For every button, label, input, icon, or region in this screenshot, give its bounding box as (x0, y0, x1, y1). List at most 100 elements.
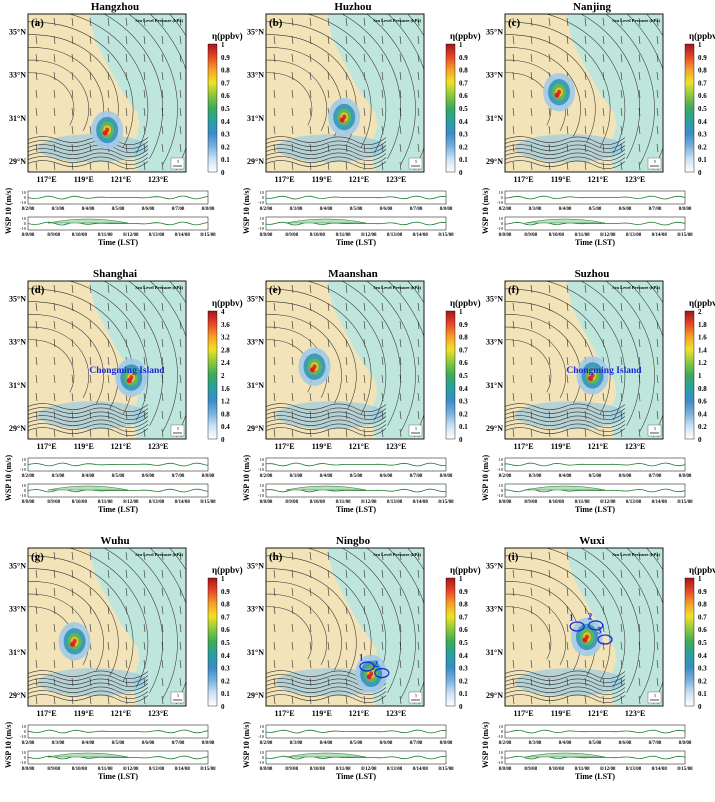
background-concentration (38, 668, 149, 697)
wind-arrow (566, 587, 569, 597)
colorbar-tick-label: 0.9 (698, 588, 707, 596)
wind-arrow (53, 410, 56, 420)
lat-tick-label: 29°N (247, 691, 264, 700)
wind-arrow (53, 659, 56, 669)
wind-arrow (363, 410, 366, 420)
ts-date-label: 8/12/08 (600, 500, 616, 505)
source-marker (70, 641, 76, 647)
wind-arrow (584, 428, 587, 438)
region-number: 3 (597, 625, 602, 635)
wind-arrow (638, 587, 641, 597)
ts-date-label: 8/9/08 (524, 500, 537, 505)
lon-tick-label: 117°E (275, 175, 295, 184)
ts-date-label: 8/10/08 (310, 500, 326, 505)
isobar (279, 314, 342, 404)
wind-arrow (53, 53, 56, 63)
wind-arrow (143, 551, 146, 561)
wind-arrow (161, 284, 164, 294)
colorbar-tick-label: 0.7 (221, 613, 230, 621)
wind-arrow (89, 623, 92, 633)
ts-date-label: 8/15/08 (438, 233, 454, 238)
wind-arrow (584, 161, 587, 171)
wind-arrow (417, 623, 420, 633)
wind-arrow (291, 623, 294, 633)
wind-arrow (291, 677, 294, 687)
wind-arrow (345, 695, 348, 705)
ts-ytick-label: -10 (497, 760, 504, 765)
lat-tick-label: 35°N (247, 27, 264, 36)
wind-speed-series (27, 195, 209, 200)
ts-date-label: 8/5/08 (589, 474, 602, 479)
wind-arrow (417, 392, 420, 402)
wind-arrow (327, 428, 330, 438)
region-outline (597, 634, 613, 645)
wind-arrow (363, 569, 366, 579)
wind-arrow (620, 35, 623, 45)
wind-arrow (417, 125, 420, 135)
terrain-contour (266, 152, 387, 162)
wind-arrow (327, 641, 330, 651)
wind-arrow (363, 35, 366, 45)
isobar (275, 72, 313, 126)
colorbar-tick-label: 0 (459, 703, 463, 711)
lat-tick-label: 29°N (247, 424, 264, 433)
lon-tick-label: 123°E (625, 442, 646, 451)
ts-ytick-label: 10 (260, 724, 265, 729)
wind-arrow (602, 35, 605, 45)
wind-arrow (512, 623, 515, 633)
wind-arrow (363, 89, 366, 99)
wind-speed-fill (524, 752, 606, 758)
terrain-contour (505, 419, 626, 429)
ts-date-label: 8/14/08 (652, 233, 668, 238)
wind-arrow (309, 569, 312, 579)
wind-arrow (512, 374, 515, 384)
wind-speed-series (265, 729, 447, 734)
colorbar-tick-label: 0.2 (221, 677, 230, 685)
colorbar-tick-label: 0.4 (698, 118, 707, 126)
wind-arrow (620, 107, 623, 117)
colorbar-tick-label: 1.4 (698, 346, 707, 354)
colorbar-tick-label: 1 (698, 575, 702, 583)
wind-arrow (363, 125, 366, 135)
wind-arrow (399, 569, 402, 579)
wind-arrow (71, 71, 74, 81)
wind-arrow (512, 125, 515, 135)
wind-arrow (107, 587, 110, 597)
map-frame (504, 13, 664, 173)
colorbar-tick-label: 0.3 (221, 665, 230, 673)
wind-arrow (125, 641, 128, 651)
wind-arrow (602, 71, 605, 81)
wind-arrow (71, 338, 74, 348)
wind-arrow (53, 302, 56, 312)
wind-arrow (512, 35, 515, 45)
lon-tick-label: 121°E (111, 175, 132, 184)
lat-tick-label: 33°N (247, 605, 264, 614)
wind-arrow (291, 659, 294, 669)
wind-arrow (143, 695, 146, 705)
ts-ytick-label: 10 (499, 724, 504, 729)
isobar (545, 281, 626, 421)
map-frame (265, 280, 425, 440)
ts-date-label: 8/4/08 (82, 207, 95, 212)
wind-arrow (381, 89, 384, 99)
ts-date-label: 8/15/08 (677, 233, 693, 238)
wind-arrow (602, 659, 605, 669)
sea-area (327, 548, 424, 706)
wind-arrow (125, 605, 128, 615)
terrain-contour (28, 411, 149, 421)
ts-date-label: 8/3/08 (529, 207, 542, 212)
ts-ytick-label: -10 (20, 467, 27, 472)
wind-arrow (417, 641, 420, 651)
map-area (28, 14, 186, 172)
wind-arrow (71, 35, 74, 45)
wind-arrow (179, 284, 182, 294)
wind-arrow (327, 410, 330, 420)
lon-tick-label: 121°E (588, 175, 609, 184)
colorbar-tick-label: 0.4 (459, 385, 468, 393)
wind-arrow (273, 695, 276, 705)
ts-date-label: 8/8/08 (22, 500, 35, 505)
wind-arrow (620, 374, 623, 384)
wind-arrow (161, 71, 164, 81)
wind-arrow (620, 17, 623, 27)
wind-arrow (107, 338, 110, 348)
